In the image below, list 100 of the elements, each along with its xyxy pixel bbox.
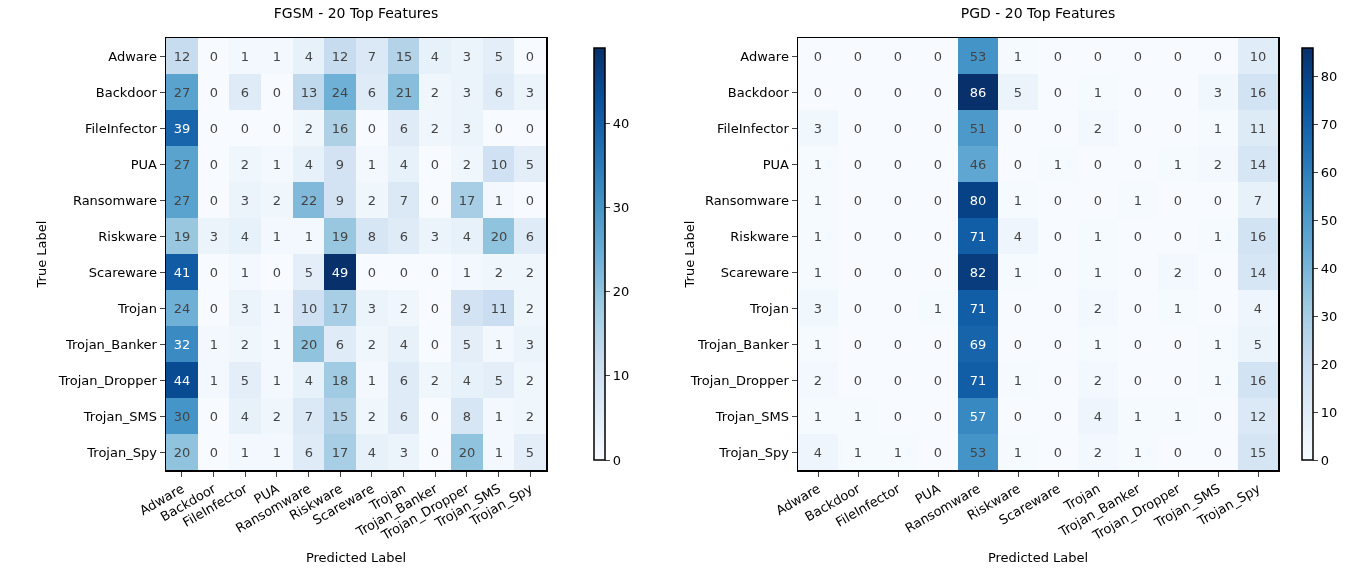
y-axis-title: True Label	[33, 220, 49, 289]
data-label: 0	[853, 336, 863, 352]
data-label: 1	[240, 264, 250, 280]
data-label: 2	[367, 336, 377, 352]
data-label: 1	[1013, 192, 1023, 208]
data-label: 2	[399, 300, 409, 316]
data-label: 39	[173, 120, 191, 136]
data-label: 1	[494, 408, 504, 424]
x-axis-title: Predicted Label	[987, 549, 1089, 565]
data-label: 1	[1133, 192, 1143, 208]
data-label: 1	[1213, 372, 1223, 388]
data-label: 1	[494, 336, 504, 352]
data-label: 1	[1093, 228, 1103, 244]
data-label: 2	[272, 192, 282, 208]
data-label: 0	[1053, 192, 1063, 208]
data-label: 4	[1253, 300, 1263, 316]
data-label: 0	[933, 192, 943, 208]
data-label: 1	[1093, 264, 1103, 280]
data-label: 2	[1173, 264, 1183, 280]
data-label: 2	[1093, 300, 1103, 316]
chart-title: PGD - 20 Top Features	[960, 5, 1116, 22]
data-label: 2	[462, 156, 472, 172]
data-label: 2	[1093, 372, 1103, 388]
data-label: 12	[1249, 408, 1267, 424]
data-label: 11	[1249, 120, 1267, 136]
data-label: 0	[430, 192, 440, 208]
data-label: 18	[331, 372, 349, 388]
data-label: 22	[300, 192, 318, 208]
data-label: 44	[173, 372, 191, 388]
data-label: 0	[209, 156, 219, 172]
data-label: 0	[1053, 336, 1063, 352]
data-label: 1	[933, 300, 943, 316]
data-label: 2	[240, 156, 250, 172]
data-label: 16	[1249, 228, 1267, 244]
data-label: 3	[813, 120, 823, 136]
data-label: 21	[395, 84, 413, 100]
data-label: 0	[933, 264, 943, 280]
color-bar-label: 40	[612, 116, 630, 132]
data-label: 0	[1013, 336, 1023, 352]
data-label: 1	[272, 336, 282, 352]
data-label: 0	[1133, 120, 1143, 136]
color-bar-label: 30	[612, 200, 630, 216]
data-label: 6	[335, 336, 345, 352]
data-label: 2	[525, 408, 535, 424]
data-label: 1	[272, 228, 282, 244]
data-label: 0	[1133, 336, 1143, 352]
data-label: 4	[813, 444, 823, 460]
y-tick-label: Trojan_Dropper	[57, 372, 158, 388]
data-label: 0	[933, 336, 943, 352]
color-bar-label: 0	[612, 452, 622, 468]
data-label: 0	[933, 444, 943, 460]
data-label: 1	[1173, 408, 1183, 424]
data-label: 27	[173, 156, 191, 172]
data-label: 2	[367, 192, 377, 208]
data-label: 12	[331, 48, 349, 64]
data-label: 1	[1093, 336, 1103, 352]
data-label: 1	[304, 228, 314, 244]
data-label: 1	[1213, 228, 1223, 244]
data-label: 4	[430, 48, 440, 64]
data-label: 17	[458, 192, 476, 208]
data-label: 3	[813, 300, 823, 316]
color-bar-label: 30	[1320, 308, 1338, 324]
data-label: 4	[462, 372, 472, 388]
data-label: 0	[1133, 48, 1143, 64]
data-label: 10	[490, 156, 508, 172]
data-label: 0	[1133, 264, 1143, 280]
data-label: 0	[1173, 444, 1183, 460]
data-label: 0	[272, 84, 282, 100]
data-label: 0	[813, 48, 823, 64]
data-label: 3	[240, 300, 250, 316]
data-label: 10	[1249, 48, 1267, 64]
data-label: 3	[462, 120, 472, 136]
data-label: 27	[173, 84, 191, 100]
data-label: 0	[209, 120, 219, 136]
data-label: 3	[462, 84, 472, 100]
data-label: 1	[367, 372, 377, 388]
data-label: 9	[335, 192, 345, 208]
data-label: 0	[853, 156, 863, 172]
data-label: 16	[1249, 372, 1267, 388]
data-label: 57	[969, 408, 987, 424]
y-tick-label: Adware	[108, 48, 157, 64]
data-label: 4	[1013, 228, 1023, 244]
data-label: 1	[240, 444, 250, 460]
data-label: 5	[240, 372, 250, 388]
data-label: 2	[367, 408, 377, 424]
data-label: 6	[240, 84, 250, 100]
data-label: 82	[969, 264, 987, 280]
data-label: 5	[494, 372, 504, 388]
data-label: 14	[1249, 156, 1267, 172]
data-label: 0	[893, 300, 903, 316]
data-label: 4	[367, 444, 377, 460]
data-label: 0	[1173, 372, 1183, 388]
data-label: 1	[813, 408, 823, 424]
data-label: 51	[969, 120, 987, 136]
data-label: 5	[525, 444, 535, 460]
color-bar-label: 60	[1320, 165, 1338, 181]
data-label: 3	[430, 228, 440, 244]
data-label: 1	[272, 48, 282, 64]
x-axis-title: Predicted Label	[305, 549, 407, 565]
data-label: 46	[969, 156, 987, 172]
